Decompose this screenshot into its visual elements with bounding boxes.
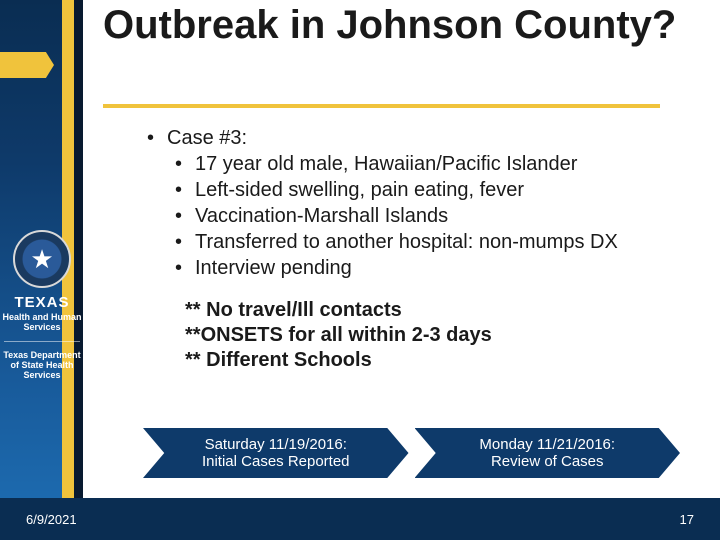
footer-bar: 6/9/2021 17 [0, 498, 720, 540]
bullet-level2: Transferred to another hospital: non-mum… [143, 230, 680, 254]
bullet-level2: Vaccination-Marshall Islands [143, 204, 680, 228]
note-line: **ONSETS for all within 2-3 days [185, 323, 680, 348]
title-underline [103, 104, 660, 108]
bullet-level2: 17 year old male, Hawaiian/Pacific Islan… [143, 152, 680, 176]
bullet-level1: Case #3: [143, 126, 680, 150]
chevron-line: Initial Cases Reported [202, 453, 350, 470]
content-body: Case #3: 17 year old male, Hawaiian/Paci… [143, 126, 680, 373]
bullet-level2: Interview pending [143, 256, 680, 280]
content-panel: Outbreak in Johnson County? Case #3: 17 … [83, 0, 720, 498]
sidebar-brand: TEXAS Health and Human Services Texas De… [0, 230, 86, 381]
note-line: ** No travel/Ill contacts [185, 298, 680, 323]
brand-separator [4, 341, 80, 342]
brand-dept: Texas Department of State Health Service… [0, 350, 86, 381]
seal-icon [13, 230, 71, 288]
slide-title: Outbreak in Johnson County? [103, 4, 690, 46]
brand-sub: Health and Human Services [0, 313, 86, 333]
chevron-line: Review of Cases [491, 453, 604, 470]
footer-date: 6/9/2021 [26, 512, 77, 527]
chevron-line: Saturday 11/19/2016: [205, 436, 347, 453]
slide: TEXAS Health and Human Services Texas De… [0, 0, 720, 540]
footer-page: 17 [680, 512, 694, 527]
chevron-step-1: Saturday 11/19/2016: Initial Cases Repor… [143, 428, 409, 478]
chevron-step-2: Monday 11/21/2016: Review of Cases [415, 428, 681, 478]
title-chevron-accent [0, 52, 54, 78]
brand-name: TEXAS [0, 294, 86, 311]
notes-block: ** No travel/Ill contacts **ONSETS for a… [185, 298, 680, 373]
note-line: ** Different Schools [185, 348, 680, 373]
bullet-level2: Left-sided swelling, pain eating, fever [143, 178, 680, 202]
chevron-row: Saturday 11/19/2016: Initial Cases Repor… [143, 428, 680, 478]
chevron-line: Monday 11/21/2016: [479, 436, 615, 453]
